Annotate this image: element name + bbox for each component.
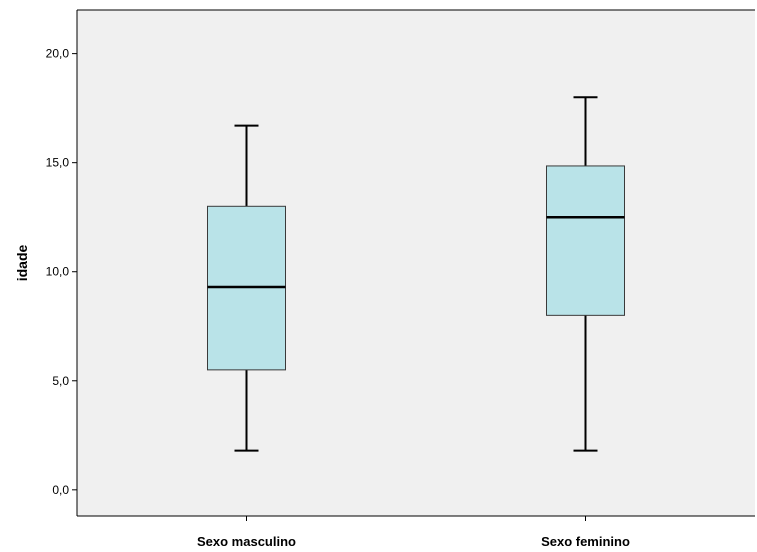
y-ticks: 0,0 5,0 10,0 15,0 20,0 — [46, 47, 77, 497]
y-axis-title: idade — [14, 245, 30, 282]
iqr-box — [546, 165, 625, 316]
x-tick-label: Sexo masculino — [197, 534, 296, 549]
x-tick-label: Sexo feminino — [541, 534, 630, 549]
box-2 — [546, 96, 625, 452]
box-1 — [207, 124, 286, 452]
x-ticks: Sexo masculino Sexo feminino — [197, 516, 630, 549]
y-tick-label: 10,0 — [46, 265, 70, 279]
y-tick-label: 0,0 — [52, 483, 69, 497]
plot-area — [77, 10, 755, 516]
y-tick-label: 5,0 — [52, 374, 69, 388]
y-tick-label: 15,0 — [46, 156, 70, 170]
boxes — [207, 96, 625, 452]
y-tick-label: 20,0 — [46, 47, 70, 61]
